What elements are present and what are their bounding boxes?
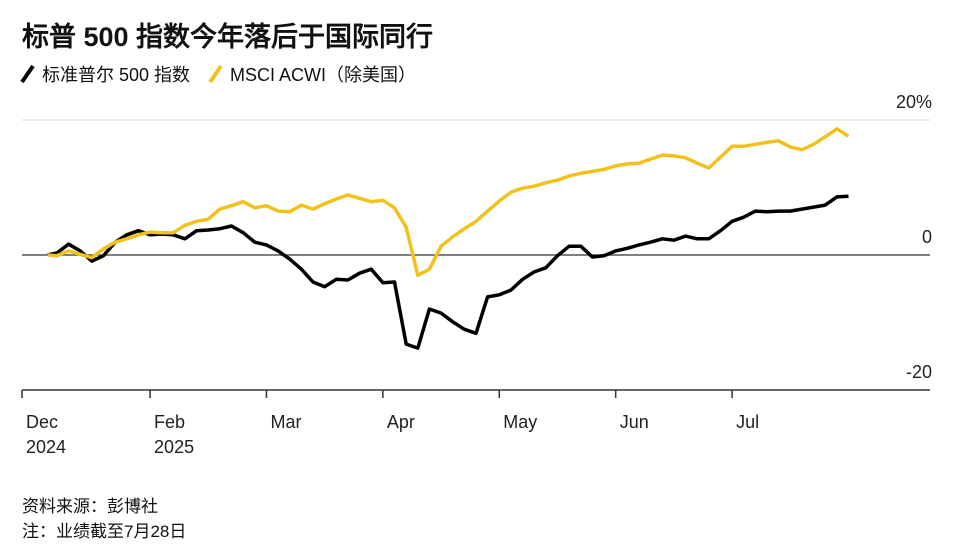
y-tick-label: -20: [906, 362, 932, 382]
x-tick-label: Jul: [736, 412, 759, 432]
note: 注：业绩截至7月28日: [22, 522, 186, 541]
source: 资料来源：彭博社: [22, 497, 158, 516]
x-tick-label: Mar: [270, 412, 301, 432]
y-tick-label: 20%: [896, 92, 932, 112]
series-line: [47, 127, 850, 278]
x-tick-label: Feb 2025: [154, 412, 194, 457]
x-tick-label: Jun: [620, 412, 649, 432]
x-tick-label: May: [503, 412, 537, 432]
legend-label: MSCI ACWI（除美国）: [230, 65, 416, 85]
y-tick-label: 0: [922, 227, 932, 247]
series-line: [47, 194, 849, 350]
legend-label: 标准普尔 500 指数: [42, 65, 190, 85]
legend-swatch: [208, 64, 223, 84]
x-tick-label: Apr: [387, 412, 415, 432]
chart-title: 标普 500 指数今年落后于国际同行: [22, 21, 433, 52]
x-tick-label: Dec 2024: [26, 412, 66, 457]
legend-swatch: [20, 64, 35, 84]
